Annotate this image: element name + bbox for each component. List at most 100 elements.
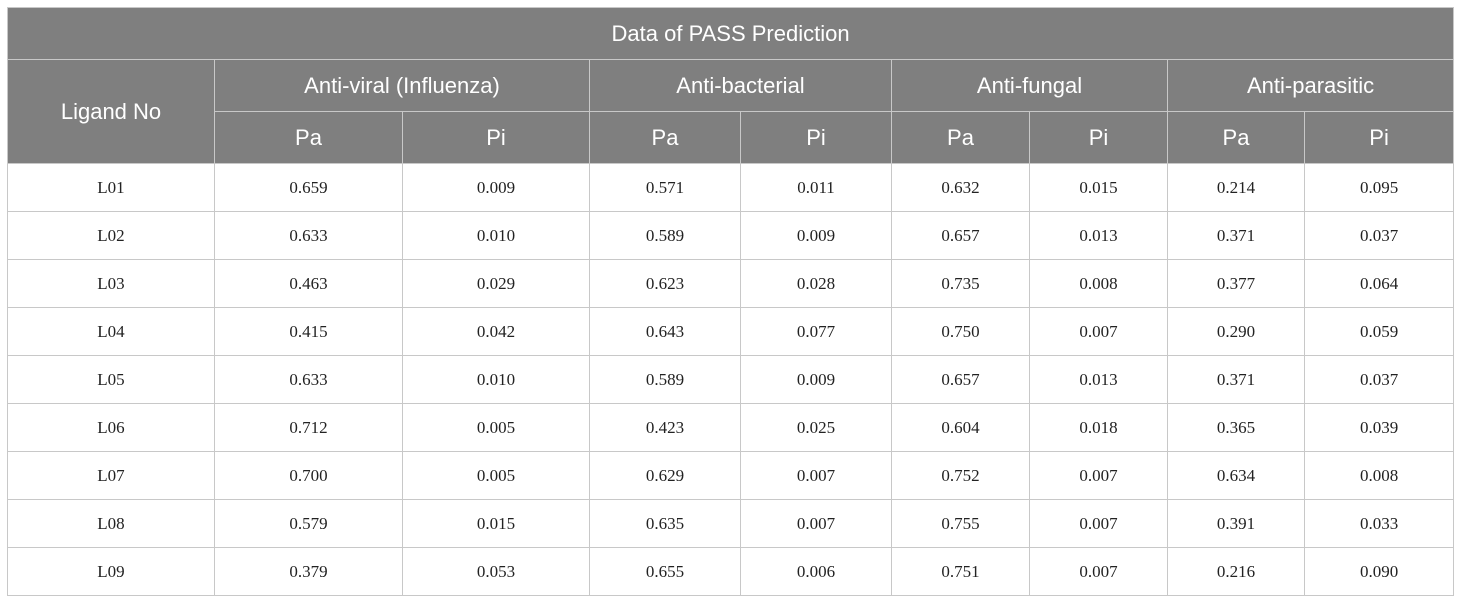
cell-antifungal-pi: 0.008 (1029, 259, 1168, 308)
subheader-pa: Pa (214, 111, 403, 164)
cell-antibacterial-pa: 0.655 (589, 547, 741, 596)
table-row: L09 0.379 0.053 0.655 0.006 0.751 0.007 0.216 0.… (7, 547, 1455, 596)
group-header-antifungal: Anti-fungal (891, 59, 1168, 112)
table-row: L05 0.633 0.010 0.589 0.009 0.657 0.013 0.371 0.… (7, 355, 1455, 404)
table-row: L04 0.415 0.042 0.643 0.077 0.750 0.007 0.290 0.… (7, 307, 1455, 356)
pass-prediction-table-container: Data of PASS Prediction Ligand No Anti-v… (6, 7, 1455, 596)
cell-antibacterial-pi: 0.011 (740, 163, 892, 212)
cell-antiviral-pi: 0.042 (402, 307, 590, 356)
cell-antiparasitic-pa: 0.214 (1167, 163, 1305, 212)
cell-antiviral-pi: 0.005 (402, 451, 590, 500)
cell-antiparasitic-pi: 0.037 (1303, 355, 1455, 404)
cell-ligand-no: L02 (7, 211, 215, 260)
cell-antiviral-pa: 0.415 (214, 307, 403, 356)
cell-antiparasitic-pi: 0.064 (1303, 259, 1455, 308)
cell-antiparasitic-pi: 0.095 (1303, 163, 1455, 212)
cell-antiparasitic-pi: 0.059 (1303, 307, 1455, 356)
cell-antifungal-pi: 0.015 (1029, 163, 1168, 212)
group-header-antiviral: Anti-viral (Influenza) (214, 59, 590, 112)
cell-antibacterial-pa: 0.635 (589, 499, 741, 548)
cell-antiparasitic-pa: 0.290 (1167, 307, 1305, 356)
cell-antibacterial-pa: 0.571 (589, 163, 741, 212)
ligand-no-header: Ligand No (7, 59, 215, 164)
cell-antibacterial-pa: 0.589 (589, 355, 741, 404)
cell-antiparasitic-pi: 0.037 (1303, 211, 1455, 260)
cell-antibacterial-pa: 0.629 (589, 451, 741, 500)
cell-antiparasitic-pi: 0.090 (1303, 547, 1455, 596)
subheader-pi: Pi (1303, 111, 1455, 164)
cell-antifungal-pa: 0.657 (891, 211, 1030, 260)
cell-antifungal-pi: 0.013 (1029, 355, 1168, 404)
group-header-antiparasitic: Anti-parasitic (1166, 59, 1455, 112)
cell-antifungal-pa: 0.735 (891, 259, 1030, 308)
subheader-pi: Pi (1029, 111, 1168, 164)
cell-antibacterial-pi: 0.028 (740, 259, 892, 308)
cell-antifungal-pi: 0.007 (1029, 451, 1168, 500)
cell-antibacterial-pa: 0.589 (589, 211, 741, 260)
cell-antibacterial-pa: 0.643 (589, 307, 741, 356)
cell-antiparasitic-pa: 0.371 (1167, 211, 1305, 260)
cell-antifungal-pa: 0.657 (891, 355, 1030, 404)
cell-antifungal-pa: 0.604 (891, 403, 1030, 452)
cell-antibacterial-pa: 0.623 (589, 259, 741, 308)
cell-antiviral-pi: 0.009 (402, 163, 590, 212)
cell-antiviral-pi: 0.005 (402, 403, 590, 452)
cell-ligand-no: L01 (7, 163, 215, 212)
table-row: L02 0.633 0.010 0.589 0.009 0.657 0.013 0.371 0.… (7, 211, 1455, 260)
cell-ligand-no: L05 (7, 355, 215, 404)
subheader-pa: Pa (589, 111, 741, 164)
cell-antibacterial-pi: 0.006 (740, 547, 892, 596)
pass-prediction-table: Data of PASS Prediction Ligand No Anti-v… (6, 7, 1455, 596)
cell-antiviral-pi: 0.010 (402, 211, 590, 260)
cell-antiparasitic-pa: 0.216 (1167, 547, 1305, 596)
cell-antibacterial-pi: 0.009 (740, 211, 892, 260)
cell-antifungal-pa: 0.632 (891, 163, 1030, 212)
table-body: L01 0.659 0.009 0.571 0.011 0.632 0.015 0.214 0.… (7, 163, 1455, 596)
cell-antiparasitic-pa: 0.371 (1167, 355, 1305, 404)
cell-antibacterial-pi: 0.077 (740, 307, 892, 356)
table-row: L06 0.712 0.005 0.423 0.025 0.604 0.018 0.365 0.… (7, 403, 1455, 452)
cell-antiviral-pi: 0.029 (402, 259, 590, 308)
cell-ligand-no: L07 (7, 451, 215, 500)
cell-antifungal-pi: 0.007 (1029, 547, 1168, 596)
cell-antiviral-pa: 0.712 (214, 403, 403, 452)
cell-antifungal-pa: 0.750 (891, 307, 1030, 356)
subheader-pi: Pi (402, 111, 590, 164)
cell-antiviral-pa: 0.700 (214, 451, 403, 500)
cell-antifungal-pa: 0.752 (891, 451, 1030, 500)
cell-antiviral-pa: 0.633 (214, 211, 403, 260)
cell-antiparasitic-pa: 0.634 (1167, 451, 1305, 500)
table-row: L01 0.659 0.009 0.571 0.011 0.632 0.015 0.214 0.… (7, 163, 1455, 212)
table-title: Data of PASS Prediction (6, 7, 1455, 60)
cell-ligand-no: L09 (7, 547, 215, 596)
cell-antiparasitic-pa: 0.377 (1167, 259, 1305, 308)
cell-antiviral-pa: 0.379 (214, 547, 403, 596)
subheader-pa: Pa (1167, 111, 1305, 164)
cell-antifungal-pi: 0.013 (1029, 211, 1168, 260)
cell-ligand-no: L08 (7, 499, 215, 548)
table-row: L03 0.463 0.029 0.623 0.028 0.735 0.008 0.377 0.… (7, 259, 1455, 308)
cell-antibacterial-pa: 0.423 (589, 403, 741, 452)
group-header-antibacterial: Anti-bacterial (589, 59, 892, 112)
cell-antifungal-pa: 0.751 (891, 547, 1030, 596)
cell-antibacterial-pi: 0.025 (740, 403, 892, 452)
cell-antiviral-pa: 0.463 (214, 259, 403, 308)
cell-antiparasitic-pa: 0.391 (1167, 499, 1305, 548)
cell-antiparasitic-pi: 0.033 (1303, 499, 1455, 548)
cell-antibacterial-pi: 0.007 (740, 451, 892, 500)
table-row: L08 0.579 0.015 0.635 0.007 0.755 0.007 0.391 0.… (7, 499, 1455, 548)
cell-antiviral-pa: 0.659 (214, 163, 403, 212)
cell-antifungal-pi: 0.007 (1029, 307, 1168, 356)
cell-antiparasitic-pi: 0.008 (1303, 451, 1455, 500)
cell-antifungal-pi: 0.007 (1029, 499, 1168, 548)
cell-antibacterial-pi: 0.009 (740, 355, 892, 404)
cell-ligand-no: L06 (7, 403, 215, 452)
cell-antifungal-pi: 0.018 (1029, 403, 1168, 452)
subheader-pa: Pa (891, 111, 1030, 164)
cell-antiparasitic-pi: 0.039 (1303, 403, 1455, 452)
subheader-pi: Pi (740, 111, 892, 164)
cell-antiviral-pa: 0.633 (214, 355, 403, 404)
cell-ligand-no: L04 (7, 307, 215, 356)
cell-antibacterial-pi: 0.007 (740, 499, 892, 548)
table-row: L07 0.700 0.005 0.629 0.007 0.752 0.007 0.634 0.… (7, 451, 1455, 500)
